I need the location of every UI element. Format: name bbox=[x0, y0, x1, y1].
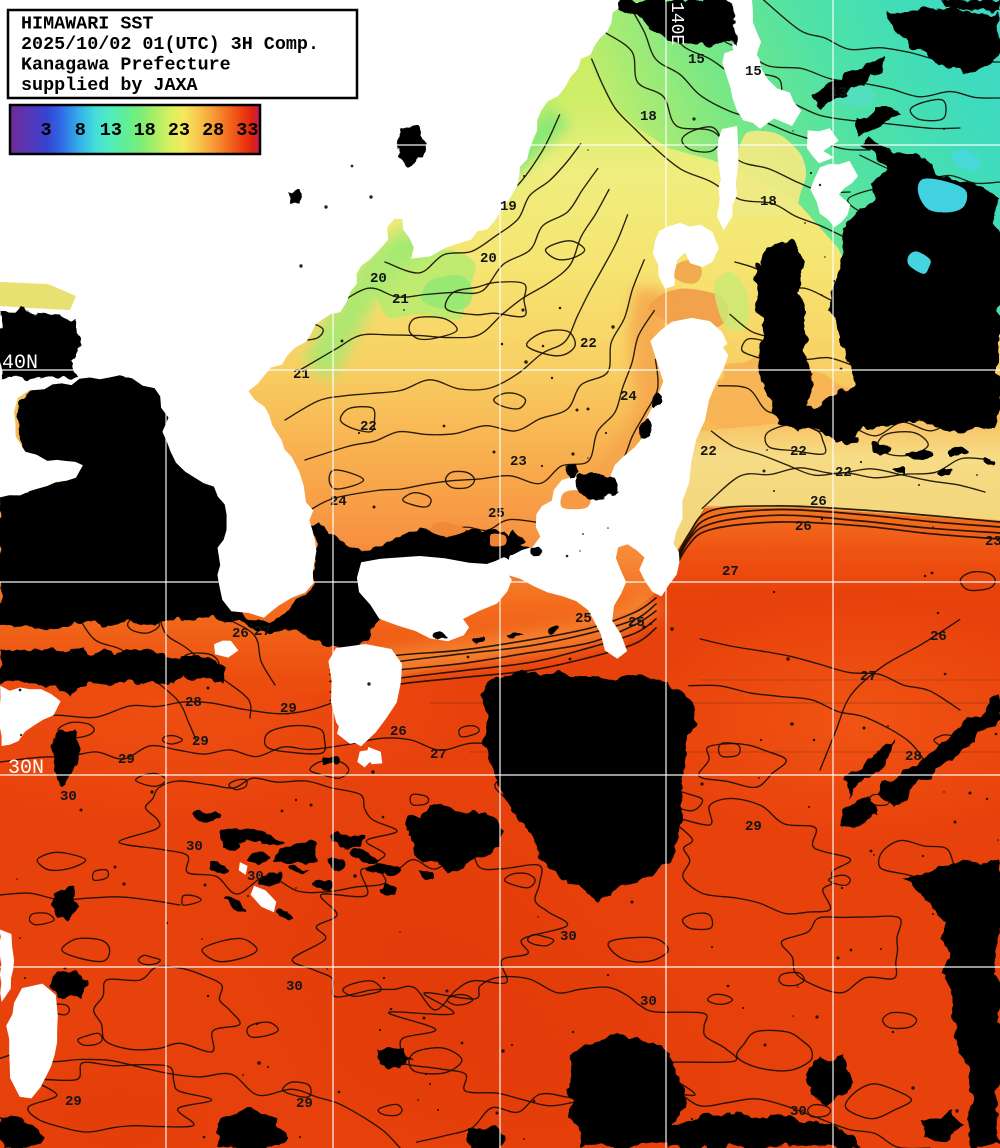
svg-text:13: 13 bbox=[830, 85, 847, 101]
svg-text:20: 20 bbox=[370, 271, 387, 287]
svg-text:Kanagawa Prefecture: Kanagawa Prefecture bbox=[21, 55, 231, 76]
svg-text:18: 18 bbox=[760, 194, 777, 210]
svg-text:27: 27 bbox=[722, 564, 739, 580]
svg-text:24: 24 bbox=[330, 494, 347, 510]
svg-text:23: 23 bbox=[168, 120, 190, 141]
svg-text:29: 29 bbox=[118, 752, 135, 768]
svg-text:26: 26 bbox=[930, 629, 947, 645]
svg-text:18: 18 bbox=[134, 120, 156, 141]
svg-text:22: 22 bbox=[700, 444, 717, 460]
svg-text:30: 30 bbox=[790, 1104, 807, 1120]
svg-text:28: 28 bbox=[202, 120, 224, 141]
svg-text:25: 25 bbox=[628, 615, 645, 631]
svg-text:30: 30 bbox=[286, 979, 303, 995]
svg-text:30: 30 bbox=[247, 869, 264, 885]
svg-text:15: 15 bbox=[688, 52, 705, 68]
svg-text:HIMAWARI SST: HIMAWARI SST bbox=[21, 14, 153, 35]
svg-text:29: 29 bbox=[296, 1096, 313, 1112]
svg-text:13: 13 bbox=[100, 120, 122, 141]
svg-text:27: 27 bbox=[860, 669, 877, 685]
svg-text:30: 30 bbox=[560, 929, 577, 945]
svg-text:30: 30 bbox=[640, 994, 657, 1010]
svg-text:22: 22 bbox=[580, 336, 597, 352]
svg-text:21: 21 bbox=[392, 292, 409, 308]
svg-text:2025/10/02 01(UTC) 3H Comp.: 2025/10/02 01(UTC) 3H Comp. bbox=[21, 34, 319, 55]
svg-text:28: 28 bbox=[905, 749, 922, 765]
svg-text:30: 30 bbox=[60, 789, 77, 805]
svg-text:29: 29 bbox=[745, 819, 762, 835]
svg-text:26: 26 bbox=[795, 519, 812, 535]
svg-text:26: 26 bbox=[390, 724, 407, 740]
svg-text:23: 23 bbox=[510, 454, 527, 470]
svg-text:30: 30 bbox=[186, 839, 203, 855]
svg-text:23: 23 bbox=[985, 534, 1000, 550]
svg-text:33: 33 bbox=[236, 120, 258, 141]
svg-text:140E: 140E bbox=[666, 2, 686, 45]
svg-text:30N: 30N bbox=[8, 757, 44, 780]
svg-text:26: 26 bbox=[232, 626, 249, 642]
svg-text:25: 25 bbox=[575, 611, 592, 627]
svg-text:15: 15 bbox=[745, 64, 762, 80]
svg-text:27: 27 bbox=[430, 747, 447, 763]
svg-text:40N: 40N bbox=[2, 352, 38, 375]
svg-text:18: 18 bbox=[640, 109, 657, 125]
svg-text:3: 3 bbox=[40, 120, 51, 141]
svg-text:28: 28 bbox=[185, 695, 202, 711]
svg-text:29: 29 bbox=[65, 1094, 82, 1110]
svg-text:21: 21 bbox=[293, 367, 310, 383]
svg-text:26: 26 bbox=[810, 494, 827, 510]
svg-text:22: 22 bbox=[835, 465, 852, 481]
svg-text:24: 24 bbox=[620, 389, 637, 405]
svg-text:8: 8 bbox=[75, 120, 86, 141]
svg-text:27: 27 bbox=[254, 624, 271, 640]
svg-text:20: 20 bbox=[480, 251, 497, 267]
svg-text:29: 29 bbox=[192, 734, 209, 750]
svg-text:supplied by JAXA: supplied by JAXA bbox=[21, 75, 199, 96]
svg-text:22: 22 bbox=[360, 419, 377, 435]
svg-text:22: 22 bbox=[790, 444, 807, 460]
svg-text:19: 19 bbox=[500, 199, 517, 215]
svg-text:25: 25 bbox=[488, 506, 505, 522]
svg-text:29: 29 bbox=[280, 701, 297, 717]
